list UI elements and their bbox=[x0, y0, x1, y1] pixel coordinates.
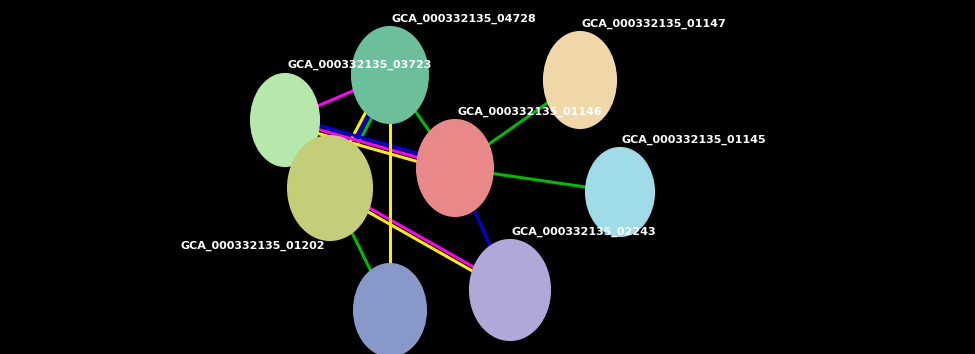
Text: GCA_000332135_03723: GCA_000332135_03723 bbox=[287, 60, 431, 70]
Text: GCA_000332135_01145: GCA_000332135_01145 bbox=[622, 135, 766, 145]
Text: GCA_000332135_01202: GCA_000332135_01202 bbox=[180, 241, 325, 251]
Ellipse shape bbox=[288, 136, 372, 240]
Ellipse shape bbox=[251, 74, 319, 166]
Ellipse shape bbox=[417, 120, 493, 216]
Text: GCA_000332135_02243: GCA_000332135_02243 bbox=[512, 227, 656, 237]
Ellipse shape bbox=[354, 264, 426, 354]
Ellipse shape bbox=[544, 32, 616, 128]
Ellipse shape bbox=[352, 27, 428, 123]
Text: GCA_000332135_01146: GCA_000332135_01146 bbox=[457, 107, 602, 117]
Text: GCA_000332135_04728: GCA_000332135_04728 bbox=[392, 14, 537, 24]
Ellipse shape bbox=[586, 148, 654, 236]
Text: GCA_000332135_01147: GCA_000332135_01147 bbox=[582, 19, 726, 29]
Ellipse shape bbox=[470, 240, 550, 340]
